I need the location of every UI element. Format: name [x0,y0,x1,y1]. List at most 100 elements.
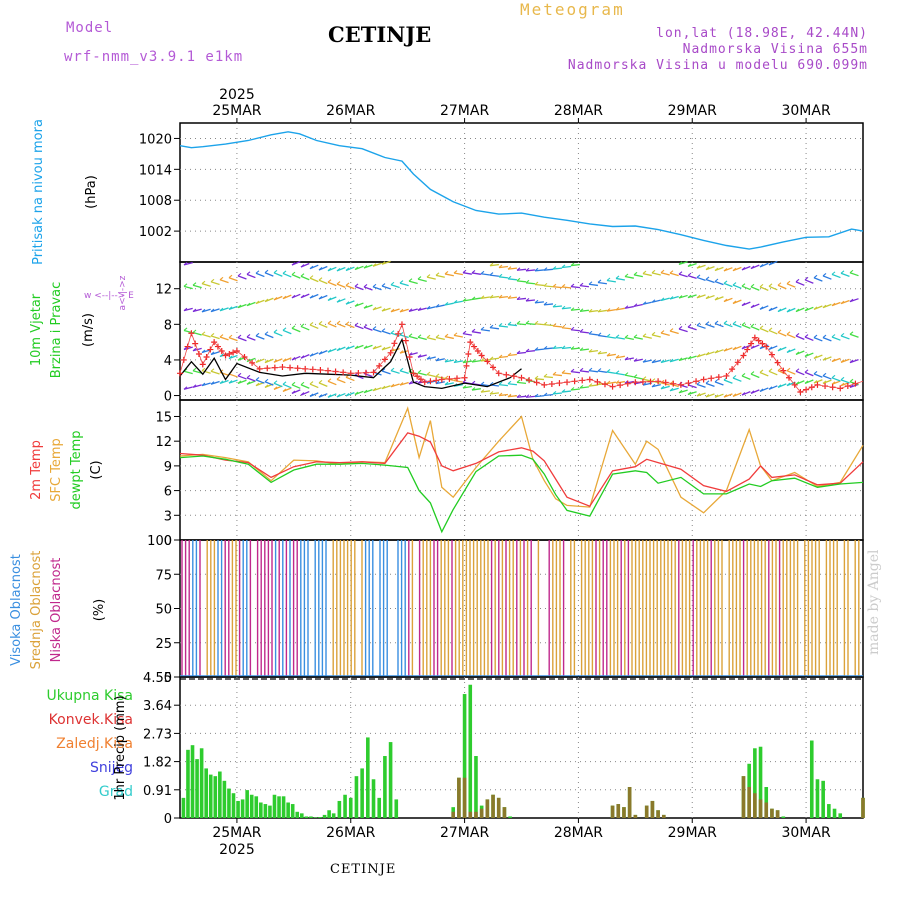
wind-gusts [177,321,859,395]
wind-arrow-head [237,357,242,361]
wind-arrow-head [210,368,215,372]
wind-arrow [543,268,554,271]
wind-arrow-head [561,345,566,349]
wind-arrow [525,269,536,272]
wind-arrow-head [327,394,332,398]
x-year-label-bottom: 2025 [219,842,255,858]
wind-arrow-head [687,294,692,299]
wind-arrow-head [480,381,485,385]
wind-arrow-head [264,378,269,383]
wind-arrow [687,326,697,331]
pressure-line [179,131,864,250]
x-day-label-bottom: 29MAR [668,825,717,841]
y-tick-label: 1008 [139,194,172,209]
wind-arrow [642,335,652,339]
wind-arrow-head [507,380,512,385]
wind-arrow [489,357,500,361]
wind-arrow-head [444,302,449,306]
wind-axis-title: 10m Vjetar [29,293,44,366]
wind-arrow-head [507,295,512,299]
wind-arrow-head [426,334,431,339]
wind-arrow-head [840,300,845,305]
wind-arrow-head [534,281,539,285]
wind-arrow-head [633,271,638,276]
wind-arrow-head [705,394,710,398]
wind-arrow [471,360,481,363]
precip-total-bar [245,790,249,818]
wind-arrow-head [732,375,737,379]
precip-conv-bar [622,807,626,818]
wind-arrow-head [273,386,278,390]
wind-arrow-head [300,264,305,268]
wind-arrow-head [741,283,746,287]
wind-arrow-head [525,267,530,272]
wind-arrow-head [750,304,755,308]
wind-arrow [192,284,202,289]
wind-arrow-head [390,367,395,372]
wind-arrow [840,335,850,340]
wind-arrow-head [759,369,764,373]
wind-arrow [417,354,427,358]
legend-ukupna-kisa: Ukupna Kisa [46,688,133,704]
wind-arrow [183,285,193,290]
wind-arrow-head [813,274,818,279]
wind-arrow-head [426,274,431,278]
wind-arrow [192,384,202,388]
wind-arrow-head [669,358,674,363]
wind-arrow-head [327,378,332,382]
wind-arrow-head [273,296,278,301]
wind-arrow [291,327,301,333]
wind-arrow-head [435,334,440,338]
wind-arrow [372,328,382,333]
wind-arrow [570,347,581,350]
wind-arrow [516,351,527,355]
wind-arrow-head [354,303,359,307]
precip-conv-bar [758,799,763,818]
y-tick-label: 0 [164,390,172,405]
wind-arrow [660,359,670,364]
wind-arrow-head [795,278,800,283]
wind-arrow-head [462,330,467,335]
wind-arrow [759,371,769,377]
wind-arrow-head [624,372,629,376]
wind-arrow-head [768,368,773,372]
legend-zaledj-kisa: Zaledj.Kisa [56,736,133,752]
precip-total-bar [838,813,843,818]
wind-arrow-head [219,334,224,338]
wind-arrow-head [714,296,719,301]
wind-arrow-head [552,345,557,349]
precip-total-bar [295,811,300,818]
footer-station: CETINJE [330,862,397,877]
wind-arrow [678,273,688,278]
wind-arrow-head [300,273,305,277]
wind-arrow-head [741,302,746,306]
wind-arrow [201,382,211,387]
precip-conv-bar [656,810,660,818]
temperature-unit: (C) [89,460,104,479]
wind-arrow-head [291,271,296,276]
wind-arrow-head [606,369,611,373]
wind-arrow-head [651,299,656,303]
y-tick-label: 25 [155,637,172,652]
wind-arrow-head [795,368,800,372]
wind-arrow-head [489,324,494,329]
wind-arrow-head [372,306,377,311]
wind-arrow-head [669,296,674,300]
wind-arrow [246,336,256,341]
wind-arrow [570,329,581,332]
wind-arrow [210,380,220,385]
wind-arrow-head [255,359,260,363]
wind-arrow-head [696,294,701,299]
wind-arrow [435,358,445,362]
wind-arrow-head [354,391,359,395]
wind-arrow [831,336,841,341]
precip-total-bar [208,774,213,818]
wind-arrow [732,284,742,289]
wind-arrow [534,323,545,326]
wind-arrow-head [300,323,305,327]
wind-arrow [651,359,661,364]
precip-axis-title: 1hr Precip (mm) [113,695,128,800]
wind-arrow-head [381,283,386,287]
wind-arrow-head [309,265,314,270]
wind-arrow-head [822,272,827,277]
